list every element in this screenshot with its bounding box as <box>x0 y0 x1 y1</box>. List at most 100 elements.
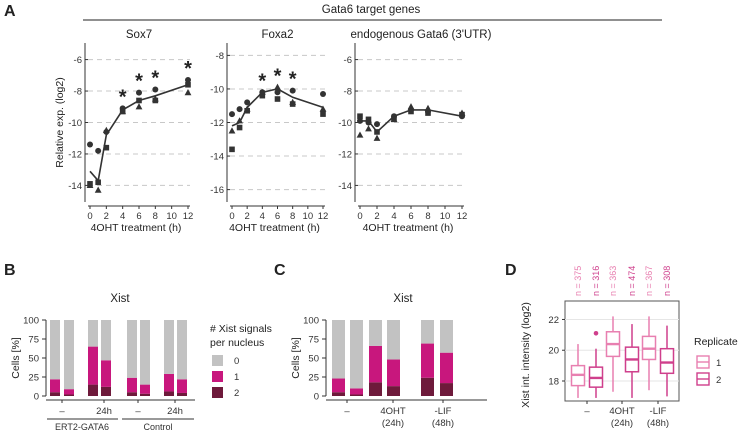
x-tick-label: 6 <box>275 211 280 222</box>
x-tick-label: – <box>135 406 141 417</box>
bar-segment-1-signal <box>387 359 400 387</box>
significance-star: * <box>135 71 143 93</box>
legend-title-line: # Xist signals <box>210 323 272 335</box>
box-n-label: n = 375 <box>573 266 583 296</box>
x-tick-label: 8 <box>425 211 430 222</box>
bar-segment-2-signals <box>369 382 382 396</box>
box-n-label: n = 316 <box>591 266 601 296</box>
bar-segment-1-signal <box>369 345 382 383</box>
y-axis-label: Cells [%] <box>290 337 302 379</box>
x-tick-label: 4 <box>120 211 125 222</box>
bar-segment-0-signals <box>101 320 111 361</box>
replicate-triangle-point <box>228 127 236 134</box>
replicate-circle-point <box>357 117 363 124</box>
bar-segment-1-signal <box>50 379 60 393</box>
bar-segment-1-signal <box>164 373 174 392</box>
panel-letter-b: B <box>4 262 16 279</box>
replicate-triangle-point <box>94 186 102 193</box>
bar-segment-2-signals <box>387 386 400 396</box>
bar-segment-2-signals <box>140 393 150 396</box>
x-axis-label: 4OHT treatment (h) <box>363 222 454 234</box>
replicate-square-point <box>259 92 266 99</box>
replicate-triangle-point <box>135 103 143 110</box>
legend-label: 0 <box>234 356 239 367</box>
y-axis-label: Relative exp. (log2) <box>54 77 66 167</box>
x-tick-label: 0 <box>357 211 362 222</box>
x-tick-label: – <box>59 406 65 417</box>
x-axis-label: 4OHT treatment (h) <box>91 222 182 234</box>
replicate-circle-point <box>95 147 102 154</box>
replicate-square-point <box>425 110 431 116</box>
replicate-square-point <box>365 116 372 123</box>
significance-star: * <box>184 58 192 80</box>
replicate-circle-point <box>244 99 251 106</box>
y-tick-label: 18 <box>548 377 559 388</box>
bar-segment-1-signal <box>332 378 345 393</box>
bar-segment-0-signals <box>88 320 98 347</box>
y-tick-label: 25 <box>308 373 319 384</box>
bar-segment-2-signals <box>177 392 187 396</box>
significance-star: * <box>119 86 127 108</box>
bar-segment-1-signal <box>101 360 111 387</box>
x-tick-label: -LIF (48h) <box>432 406 454 429</box>
replicate-circle-point <box>236 106 243 113</box>
legend-title-line: per nucleus <box>210 337 264 349</box>
x-tick-label: 4OHT (24h) <box>380 406 406 429</box>
panel-letter-c: C <box>274 262 286 279</box>
legend-label: 2 <box>234 388 239 399</box>
replicate-circle-point <box>320 90 326 97</box>
replicate-triangle-point <box>102 126 110 133</box>
x-tick-label: – <box>344 406 350 417</box>
replicate-circle-point <box>274 89 281 96</box>
x-tick-label: 2 <box>104 211 109 222</box>
replicate-triangle-point <box>274 83 281 90</box>
bar-segment-1-signal <box>421 343 434 378</box>
bar-segment-2-signals <box>101 386 111 396</box>
replicate-triangle-point <box>390 115 398 122</box>
box-n-label: n = 308 <box>662 266 672 296</box>
plot-title: Foxa2 <box>262 29 294 41</box>
y-tick-label: -10 <box>68 118 82 129</box>
bar-segment-0-signals <box>177 320 187 380</box>
group-label: ERT2-GATA6 <box>55 422 109 432</box>
significance-star: * <box>289 69 297 91</box>
x-tick-label: 8 <box>153 211 158 222</box>
bar-segment-1-signal <box>127 377 137 393</box>
box-outlier <box>593 331 599 336</box>
bar-segment-2-signals <box>88 384 98 396</box>
y-tick-label: 100 <box>303 316 319 327</box>
replicate-triangle-point <box>365 125 372 132</box>
y-tick-label: -14 <box>338 181 352 192</box>
bar-segment-1-signal <box>440 352 453 384</box>
x-tick-label: 8 <box>290 211 295 222</box>
x-tick-label: 6 <box>408 211 413 222</box>
bar-segment-1-signal <box>64 389 74 395</box>
significance-star: * <box>258 70 266 92</box>
replicate-square-point <box>95 179 101 186</box>
replicate-triangle-point <box>289 98 297 105</box>
y-tick-label: -12 <box>338 149 352 160</box>
y-tick-label: -8 <box>74 87 82 98</box>
x-tick-label: 0 <box>87 211 92 222</box>
y-tick-label: -14 <box>210 152 224 163</box>
box-n-label: n = 474 <box>627 266 637 296</box>
legend-label: 2 <box>716 375 721 386</box>
bar-segment-2-signals <box>64 394 74 396</box>
x-tick-label: 12 <box>183 211 194 222</box>
bar-segment-2-signals <box>421 377 434 396</box>
bar-segment-1-signal <box>88 346 98 385</box>
y-tick-label: 25 <box>28 373 39 384</box>
x-group-label: 4OHT (24h) <box>609 406 635 429</box>
replicate-circle-point <box>374 121 380 128</box>
x-tick-label: 10 <box>166 211 177 222</box>
replicate-triangle-point <box>373 134 381 141</box>
replicate-triangle-point <box>258 88 266 95</box>
bar-segment-2-signals <box>50 392 60 396</box>
x-tick-label: 24h <box>96 406 112 417</box>
replicate-circle-point <box>136 89 142 96</box>
y-axis-label: Xist int. intensity (log2) <box>520 302 532 408</box>
y-tick-label: -10 <box>338 118 352 129</box>
